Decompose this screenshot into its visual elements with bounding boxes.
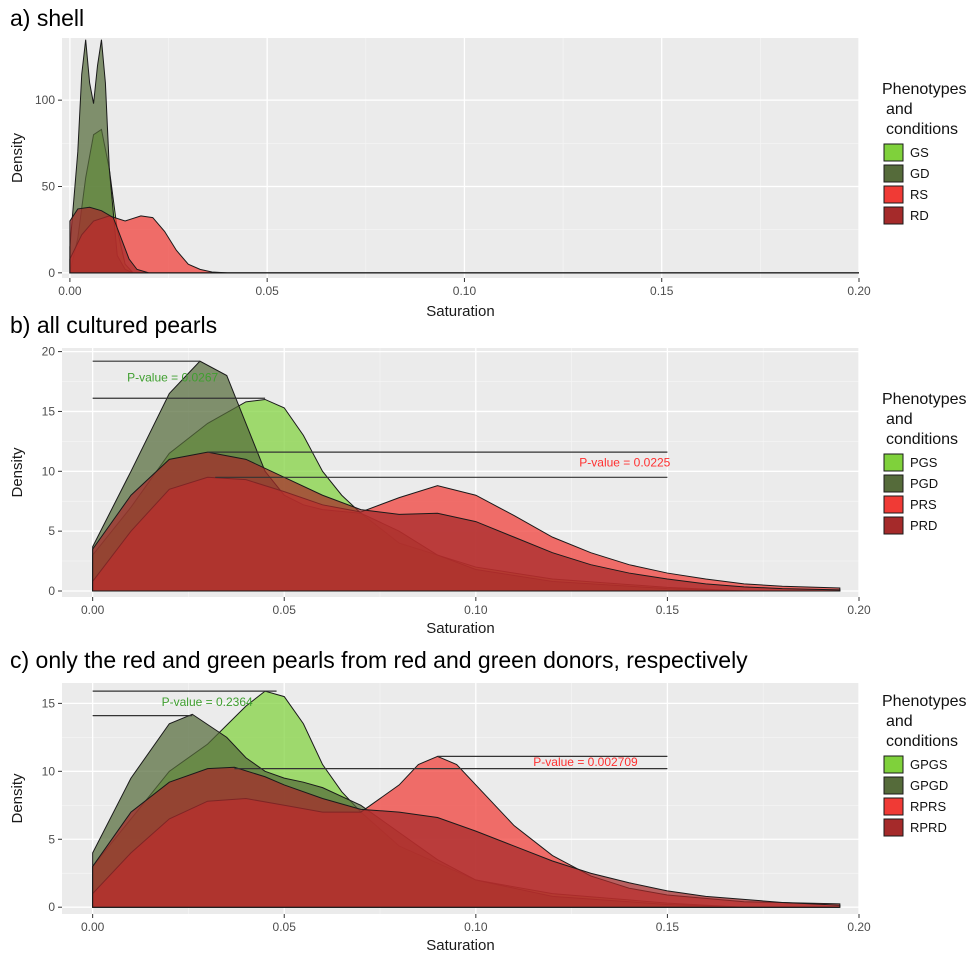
- x-tick-label: 0.00: [58, 284, 82, 298]
- density-area-rprd: [92, 766, 841, 908]
- legend-key-rprs: [883, 797, 904, 816]
- x-tick-label: 0.15: [656, 603, 680, 617]
- legend-title: Phenotypes: [882, 693, 967, 710]
- density-area-rd: [69, 206, 859, 274]
- density-area-prd: [92, 451, 841, 592]
- y-tick-label: 5: [48, 524, 55, 538]
- pvalue-label: P-value = 0.002709: [533, 755, 638, 769]
- legend-key-prs: [883, 495, 904, 514]
- plot-background: [62, 38, 859, 278]
- legend-key-prd: [883, 516, 904, 535]
- legend-label: RS: [910, 187, 928, 202]
- panel-title: b) all cultured pearls: [10, 312, 217, 338]
- x-tick-label: 0.05: [273, 920, 297, 934]
- y-axis-title: Density: [9, 132, 26, 183]
- legend-title: conditions: [886, 431, 958, 448]
- legend-label: GPGS: [910, 757, 948, 772]
- panel-a: a) shell 0.00 0.05 0.10 0.15 0.20 0 50 100 Satura…: [9, 5, 967, 320]
- legend: Phenotypes and conditions PGS PGD PRS PRD: [882, 391, 967, 535]
- y-tick-label: 50: [42, 179, 56, 193]
- legend-label: PRS: [910, 497, 937, 512]
- legend-label: GPGD: [910, 778, 948, 793]
- panel-b: b) all cultured pearls P-value = 0.0267 P-…: [9, 312, 967, 637]
- legend-label: GD: [910, 166, 930, 181]
- legend: Phenotypes and conditions GPGS GPGD RPRS RPRD: [882, 693, 967, 837]
- y-tick-label: 0: [48, 900, 55, 914]
- y-axis-title: Density: [9, 447, 26, 498]
- legend-label: PGD: [910, 476, 938, 491]
- y-tick-label: 0: [48, 584, 55, 598]
- x-tick-label: 0.20: [847, 284, 871, 298]
- legend-label: PGS: [910, 455, 938, 470]
- legend-label: RPRS: [910, 799, 946, 814]
- x-tick-label: 0.00: [81, 920, 105, 934]
- legend-title: and: [886, 411, 913, 428]
- x-axis-title: Saturation: [426, 303, 494, 320]
- pvalue-label: P-value = 0.0225: [579, 456, 670, 470]
- legend-title: and: [886, 713, 913, 730]
- legend-label: RD: [910, 208, 929, 223]
- x-tick-label: 0.15: [656, 920, 680, 934]
- legend: Phenotypes and conditions GS GD RS RD: [882, 81, 967, 225]
- pvalue-label: P-value = 0.0267: [127, 371, 218, 385]
- x-tick-label: 0.10: [453, 284, 477, 298]
- legend-label: RPRD: [910, 820, 947, 835]
- y-axis-title: Density: [9, 773, 26, 824]
- x-tick-label: 0.20: [847, 603, 871, 617]
- x-axis-title: Saturation: [426, 937, 494, 954]
- x-axis-title: Saturation: [426, 620, 494, 637]
- legend-key-gpgs: [883, 755, 904, 774]
- y-tick-label: 5: [48, 832, 55, 846]
- legend-key-pgs: [883, 453, 904, 472]
- legend-key-gpgd: [883, 776, 904, 795]
- legend-title: and: [886, 101, 913, 118]
- panel-title: a) shell: [10, 5, 84, 31]
- legend-key-gd: [883, 164, 904, 183]
- x-tick-label: 0.00: [81, 603, 105, 617]
- x-tick-label: 0.05: [255, 284, 279, 298]
- y-tick-label: 15: [42, 404, 56, 418]
- legend-key-rd: [883, 206, 904, 225]
- x-tick-label: 0.05: [273, 603, 297, 617]
- y-tick-label: 20: [42, 345, 56, 359]
- y-tick-label: 100: [35, 93, 55, 107]
- pvalue-label: P-value = 0.2364: [162, 695, 253, 709]
- legend-title: conditions: [886, 121, 958, 138]
- legend-title: Phenotypes: [882, 391, 967, 408]
- legend-label: PRD: [910, 518, 937, 533]
- y-tick-label: 10: [42, 464, 56, 478]
- legend-key-rs: [883, 185, 904, 204]
- y-tick-label: 15: [42, 696, 56, 710]
- legend-title: Phenotypes: [882, 81, 967, 98]
- panel-c: c) only the red and green pearls from re…: [9, 647, 967, 954]
- y-tick-label: 10: [42, 764, 56, 778]
- panel-title: c) only the red and green pearls from re…: [10, 647, 748, 673]
- legend-label: GS: [910, 145, 929, 160]
- x-tick-label: 0.10: [464, 920, 488, 934]
- x-tick-label: 0.15: [650, 284, 674, 298]
- x-tick-label: 0.20: [847, 920, 871, 934]
- legend-key-rprd: [883, 818, 904, 837]
- legend-key-pgd: [883, 474, 904, 493]
- x-tick-label: 0.10: [464, 603, 488, 617]
- y-tick-label: 0: [48, 266, 55, 280]
- legend-key-gs: [883, 143, 904, 162]
- legend-title: conditions: [886, 733, 958, 750]
